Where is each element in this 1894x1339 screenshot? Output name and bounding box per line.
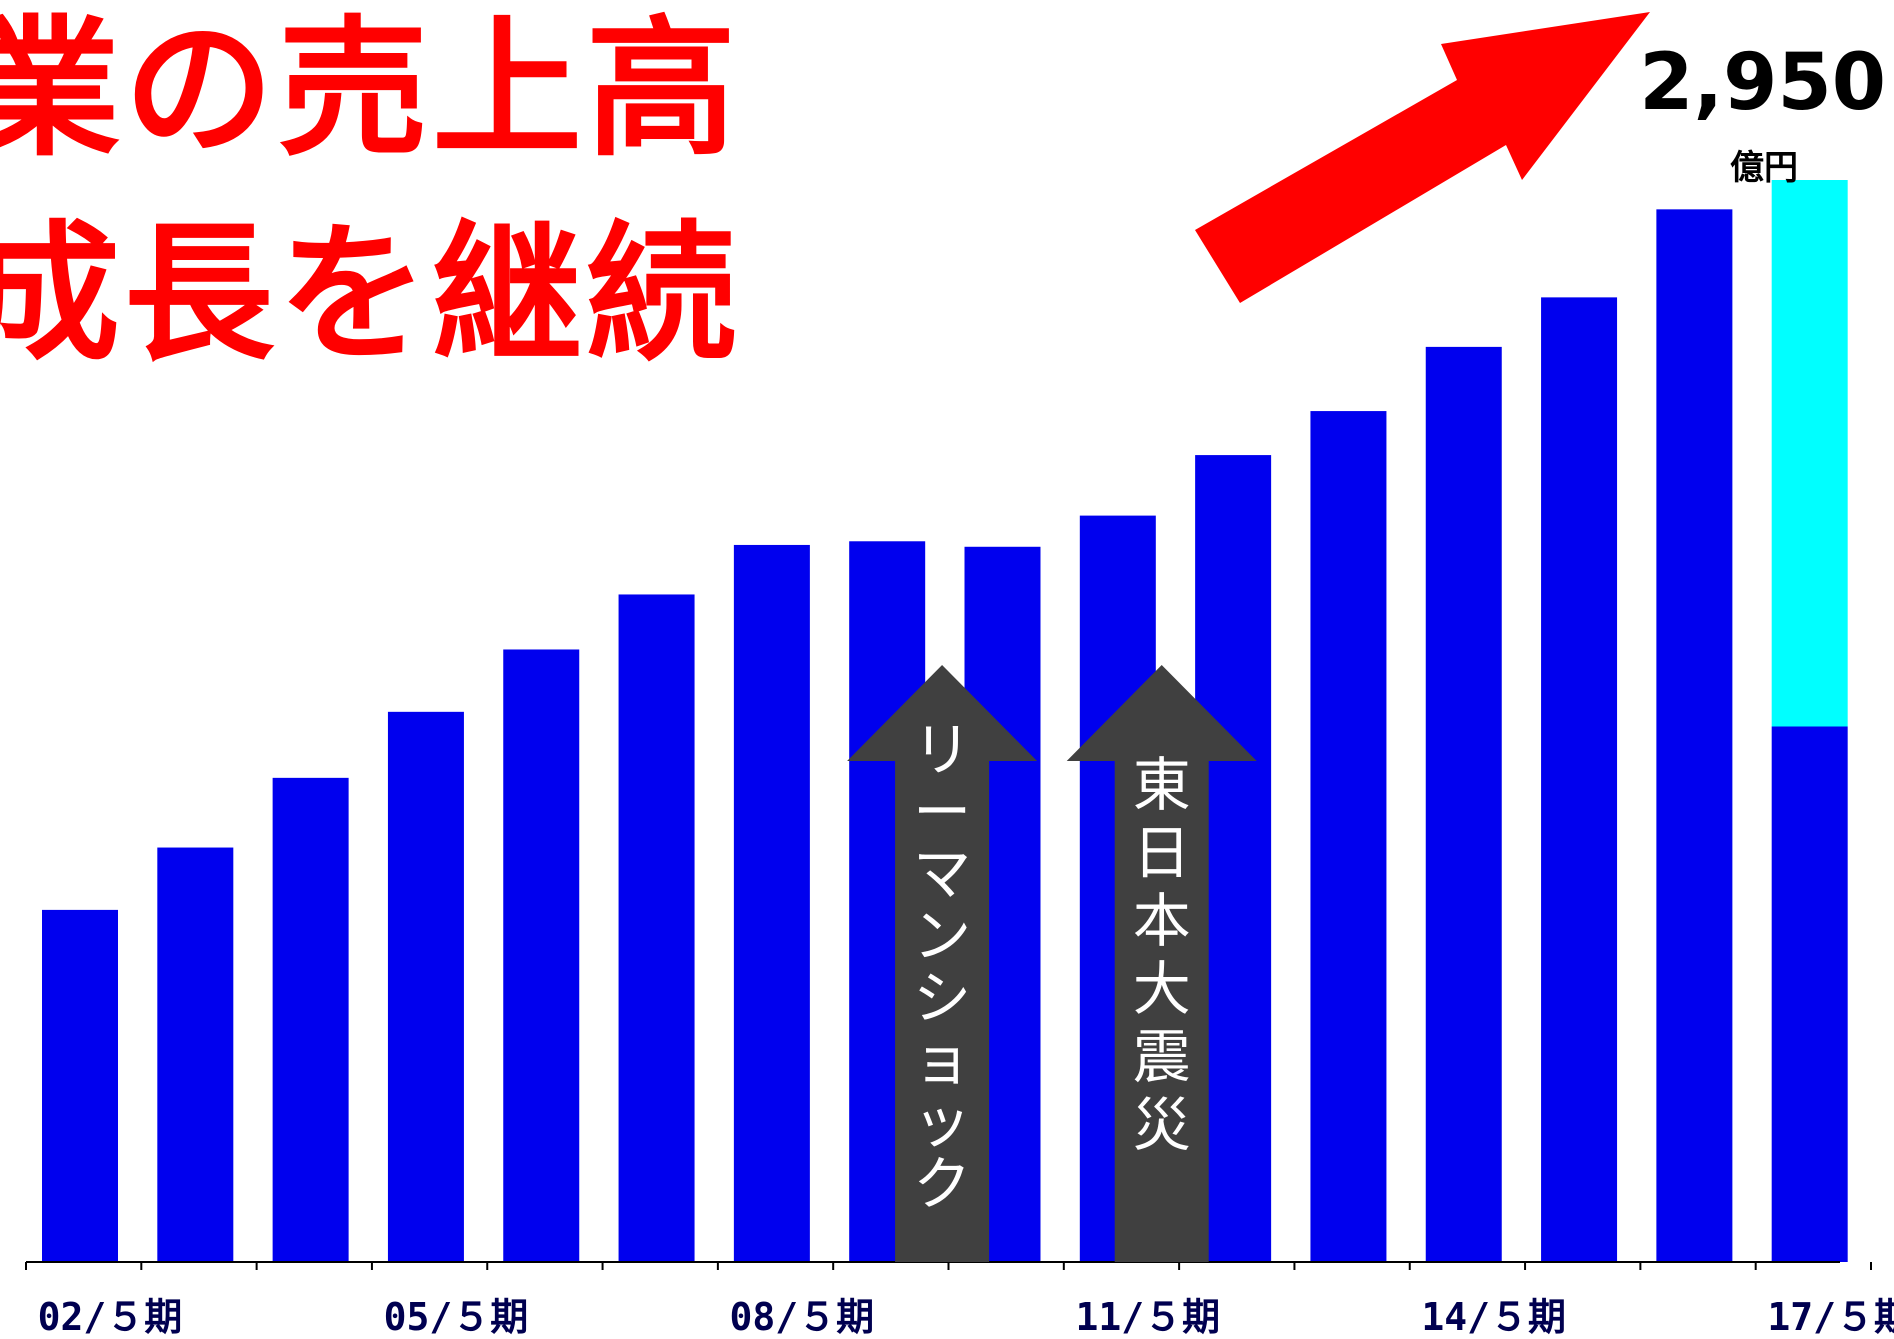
bar-05/5期 (387, 711, 464, 1262)
event-label-char: リ (913, 716, 971, 784)
event-label-char: 本 (1133, 887, 1191, 955)
event-label-char: ー (913, 778, 971, 846)
x-tick-label: 02/５期 (38, 1295, 183, 1339)
title-line-1: 業の売上高 (0, 3, 741, 177)
event-label-char: 日 (1133, 819, 1191, 887)
x-tick-label: 17/５期 (1767, 1295, 1894, 1339)
bar-02/5期 (42, 909, 118, 1262)
trend-arrow (1195, 12, 1650, 303)
event-label-char: 災 (1133, 1091, 1191, 1159)
x-axis: 02/５期 05/５期 08/５期 11/５期 14/５期 17/５期 (25, 1261, 1894, 1339)
event-arrow (1066, 665, 1257, 1262)
bar-15/5期 (1541, 297, 1618, 1262)
event-label-char: 東 (1133, 751, 1191, 819)
title-line-2: 成長を継続 (0, 208, 741, 382)
bar-07/5期 (618, 594, 695, 1262)
event-label-char: ク (913, 1150, 971, 1218)
event-label-char: ョ (913, 1026, 971, 1094)
x-tick-label: 11/５期 (1075, 1295, 1220, 1339)
unit-label: 億円 (1730, 148, 1798, 188)
event-label-char: ッ (913, 1088, 971, 1156)
total-value-label: 2,950 (1639, 38, 1886, 128)
bar-06/5期 (503, 649, 580, 1262)
x-tick-label: 08/５期 (730, 1295, 875, 1339)
event-arrow (847, 665, 1038, 1262)
event-label-char: 大 (1133, 955, 1191, 1023)
x-tick-label: 14/５期 (1421, 1295, 1566, 1339)
bar-17/5期 (1771, 726, 1848, 1262)
bar-08/5期 (733, 544, 810, 1262)
event-label-char: シ (913, 964, 971, 1032)
bar-16/5期 (1656, 209, 1733, 1262)
event-label-char: 震 (1133, 1023, 1191, 1091)
event-label-char: ン (913, 902, 971, 970)
bar-estimate-17/5期 (1771, 180, 1848, 727)
bar-03/5期 (157, 847, 234, 1262)
event-label-char: マ (913, 840, 971, 908)
bar-13/5期 (1310, 411, 1387, 1263)
bar-14/5期 (1425, 346, 1502, 1262)
bar-04/5期 (272, 777, 349, 1262)
x-tick-label: 05/５期 (384, 1295, 529, 1339)
trend-arrow-group (1195, 12, 1650, 303)
